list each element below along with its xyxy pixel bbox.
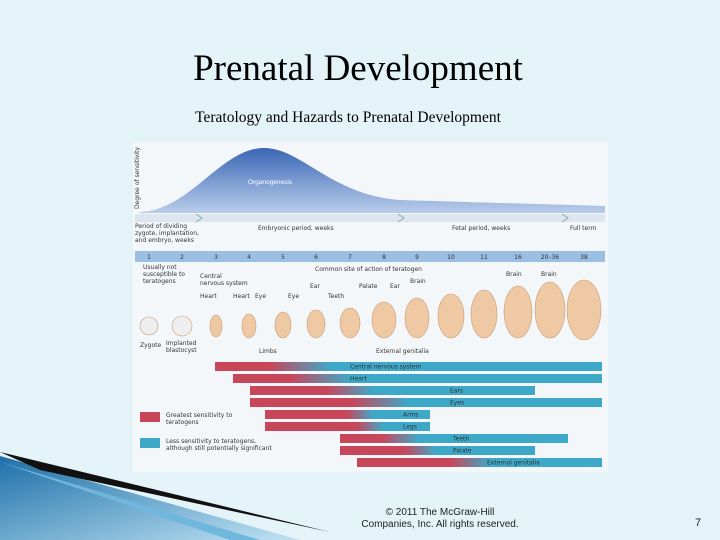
sensitivity-bar — [215, 362, 602, 371]
copyright: Companies, Inc. All rights reserved. — [361, 519, 518, 530]
week-label: 1 — [147, 254, 151, 261]
week-label: 16 — [514, 254, 522, 261]
legend-swatch — [140, 438, 160, 448]
stage-label: Implanted — [166, 340, 197, 347]
bar-label: External genitalia — [487, 460, 540, 467]
note: susceptible to — [143, 271, 185, 278]
bar-label: Palate — [453, 448, 472, 455]
sensitivity-bar — [250, 398, 602, 407]
bar-label: Arms — [403, 412, 418, 419]
structure-label: Brain — [506, 271, 522, 278]
week-label: 2 — [180, 254, 184, 261]
note: Usually not — [143, 264, 177, 271]
page-number: 7 — [695, 517, 701, 529]
blastocyst — [171, 315, 193, 337]
sensitivity-bar — [265, 410, 430, 419]
structure-label: Palate — [359, 283, 378, 290]
embryo — [306, 309, 326, 339]
stage-label: blastocyst — [166, 347, 197, 354]
sensitivity-bar — [357, 458, 602, 467]
fetus — [566, 279, 602, 341]
week-label: 8 — [382, 254, 386, 261]
structure-label: Heart — [233, 293, 250, 300]
period-label: Period of dividing — [135, 223, 187, 230]
structure-label: Central — [200, 273, 222, 280]
period-label: Fetal period, weeks — [452, 225, 510, 232]
embryo — [274, 311, 292, 339]
week-label: 20–36 — [541, 254, 559, 261]
bar-label: Eyes — [450, 400, 464, 407]
legend-label: although still potentially significant — [166, 445, 272, 452]
sensitivity-bar — [340, 446, 535, 455]
week-label: 9 — [415, 254, 419, 261]
legend-swatch — [140, 412, 160, 422]
week-label: 10 — [447, 254, 455, 261]
common-site: Common site of action of teratogen — [315, 266, 422, 273]
legend-label: teratogens — [166, 419, 199, 426]
subtitle: Teratology and Hazards to Prenatal Devel… — [195, 109, 501, 126]
structure-label: Limbs — [259, 348, 277, 355]
sensitivity-bar — [340, 434, 568, 443]
bar-label: Heart — [350, 376, 367, 383]
swoosh-light — [0, 462, 260, 540]
period-band — [135, 214, 605, 222]
week-label: 3 — [214, 254, 218, 261]
structure-label: Brain — [541, 271, 557, 278]
copyright: © 2011 The McGraw-Hill — [386, 507, 495, 518]
legend-label: Less sensitivity to teratogens, — [166, 438, 256, 445]
bar-label: Ears — [450, 388, 463, 395]
legend-label: Greatest sensitivity to — [166, 412, 233, 419]
fetus — [503, 285, 533, 339]
week-band — [135, 251, 605, 262]
structure-label: Ear — [310, 283, 320, 290]
fetus — [437, 293, 465, 339]
period-label: and embryo, weeks — [135, 237, 194, 244]
week-label: 7 — [348, 254, 352, 261]
structure-label: nervous system — [200, 280, 248, 287]
title: Prenatal Development — [193, 48, 524, 89]
stage-label: Zygote — [140, 342, 161, 349]
y-axis-label: Degree of sensitivity — [134, 147, 141, 209]
bar-label: Legs — [403, 424, 417, 431]
bar-label: Central nervous system — [350, 364, 422, 371]
sensitivity-bar — [250, 386, 535, 395]
embryo — [241, 313, 257, 339]
period-arrows — [195, 213, 569, 223]
period-label: zygote, implantation, — [135, 230, 199, 237]
fetus — [534, 281, 566, 339]
embryo — [209, 314, 223, 338]
bar-label: Teeth — [452, 436, 469, 443]
structure-label: External genitalia — [376, 348, 429, 355]
structure-label: Heart — [200, 293, 217, 300]
fetus — [404, 297, 430, 339]
embryo — [371, 301, 397, 339]
week-label: 6 — [314, 254, 318, 261]
structure-label: Eye — [288, 293, 299, 300]
structure-label: Eye — [255, 293, 266, 300]
week-label: 4 — [247, 254, 251, 261]
week-label: 11 — [480, 254, 488, 261]
curve-label: Organogenesis — [248, 179, 293, 186]
structure-label: Brain — [410, 278, 426, 285]
swoosh-dark — [0, 452, 330, 532]
structure-label: Ear — [390, 283, 400, 290]
week-label: 5 — [281, 254, 285, 261]
period-label: Embryonic period, weeks — [258, 225, 334, 232]
period-label: Full term — [570, 225, 597, 232]
sensitivity-curve — [140, 147, 605, 213]
sensitivity-bar — [265, 422, 430, 431]
note: teratogens — [143, 278, 176, 285]
week-label: 38 — [580, 254, 588, 261]
sensitivity-bar — [233, 374, 602, 383]
embryo — [339, 307, 361, 339]
fetus — [470, 289, 498, 339]
structure-label: Teeth — [327, 293, 344, 300]
zygote — [139, 316, 159, 336]
figure: Degree of sensitivity Organogenesis Peri… — [133, 142, 608, 472]
